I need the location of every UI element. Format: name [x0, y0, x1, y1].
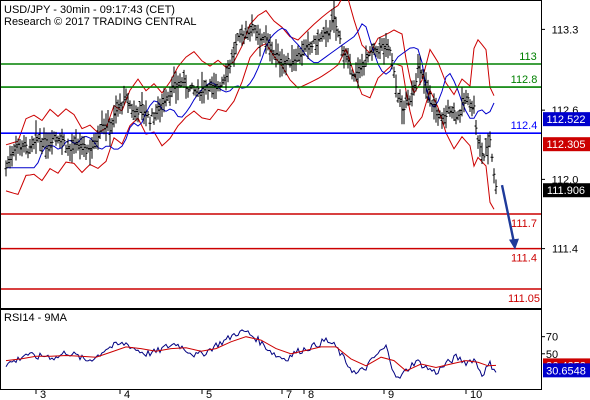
level-label: 111.05	[508, 293, 540, 305]
x-tick-label: 3	[40, 389, 46, 400]
x-tick-label: 8	[308, 389, 314, 400]
level-label: 112.4	[511, 120, 538, 132]
price-badge-bg	[543, 137, 590, 152]
level-label: 112.8	[511, 74, 538, 86]
level-lines: 113 112.8 112.4 111.7 111.4 111.05	[1, 51, 541, 305]
price-series	[4, 0, 519, 250]
rsi-badge-bg	[543, 363, 590, 378]
level-label: 111.7	[511, 218, 537, 230]
price-badge-label: 112.305	[547, 139, 586, 151]
rsi-badge-label: 30.6548	[546, 365, 586, 377]
rsi-tick-label: 70	[546, 332, 558, 344]
rsi-ma-line	[5, 336, 497, 372]
price-badge-label: 112.522	[547, 114, 586, 126]
rsi-panel-frame	[0, 309, 542, 390]
price-badge-label: 111.906	[547, 185, 585, 197]
price-panel-frame	[0, 0, 542, 309]
chart-subtitle: Research © 2017 TRADING CENTRAL	[4, 16, 197, 28]
moving-average	[6, 23, 495, 169]
x-tick-label: 4	[124, 389, 130, 400]
price-badge-bg	[543, 183, 590, 198]
rsi-series	[5, 329, 497, 379]
projection-arrow-shaft	[500, 184, 516, 243]
projection-arrow-head	[509, 238, 519, 250]
x-tick-label: 7	[286, 389, 292, 400]
rsi-line	[5, 329, 497, 379]
y-tick-label: 113.3	[552, 24, 579, 36]
rsi-title: RSI14 - 9MA	[4, 312, 68, 324]
level-label: 113	[519, 51, 537, 63]
price-badge-bg	[543, 112, 590, 127]
x-tick-label: 5	[206, 389, 212, 400]
rsi-tick-label: 50	[546, 349, 558, 361]
y-tick-label: 111.4	[552, 244, 578, 256]
x-tick-label: 10	[470, 389, 482, 400]
bollinger-lower	[5, 42, 495, 210]
chart-title: USD/JPY - 30min - 09:17:43 (CET)	[4, 4, 175, 16]
x-tick-label: 9	[388, 389, 394, 400]
level-label: 111.4	[511, 253, 537, 265]
